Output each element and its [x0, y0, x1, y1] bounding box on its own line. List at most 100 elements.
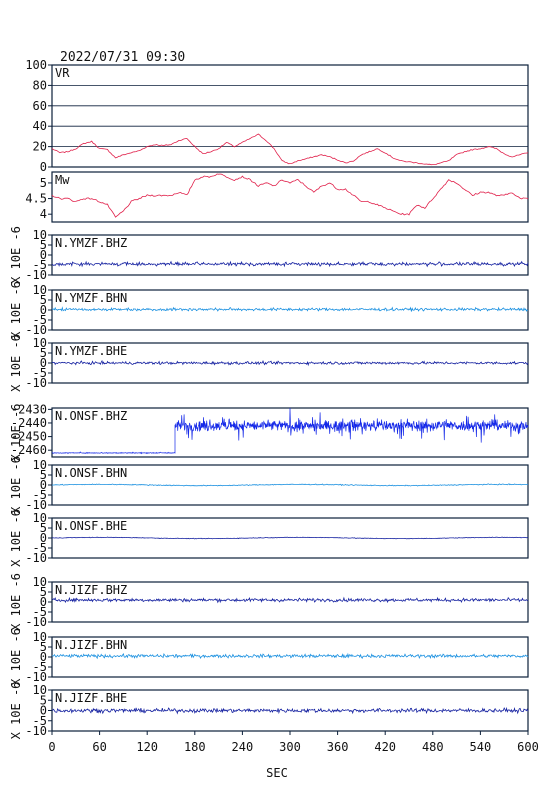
y-tick-label: 0 [40, 531, 47, 545]
y-tick-label: 5 [40, 238, 47, 252]
series-line-N.ONSF.BHE [51, 536, 529, 540]
y-tick-label: -5 [33, 366, 47, 380]
panel-3 [48, 289, 529, 331]
x-tick-label: 60 [92, 740, 106, 754]
y-tick-label: 5 [40, 468, 47, 482]
y-tick-label: 0 [40, 303, 47, 317]
panel-label: Mw [55, 173, 70, 187]
series-line-N.JIZF.BHN [51, 652, 529, 660]
x-tick-label: 540 [470, 740, 492, 754]
y-tick-label: 20 [33, 140, 47, 154]
panel-label: N.ONSF.BHN [55, 466, 127, 480]
series-line-N.ONSF.BHZ [51, 407, 529, 455]
y-tick-label: 5 [40, 640, 47, 654]
y-tick-label: 5 [40, 346, 47, 360]
y-tick-label: -5 [33, 714, 47, 728]
y-axis-label: X 10E -6 [9, 573, 23, 631]
panel-1 [48, 171, 529, 223]
y-tick-label: -5 [33, 258, 47, 272]
y-tick-label: 10 [33, 511, 47, 525]
x-tick-label: 240 [232, 740, 254, 754]
y-tick-label: 100 [25, 58, 47, 72]
x-tick-label: 360 [327, 740, 349, 754]
y-tick-label: 0 [40, 650, 47, 664]
y-axis-label: X 10E -6 [9, 682, 23, 740]
y-axis-label: X 10E -6 [9, 281, 23, 339]
y-tick-label: -2450 [11, 430, 47, 444]
y-tick-label: -5 [33, 488, 47, 502]
y-tick-label: -10 [25, 376, 47, 390]
x-tick-label: 480 [422, 740, 444, 754]
y-tick-label: 10 [33, 575, 47, 589]
y-tick-label: -2440 [11, 416, 47, 430]
y-tick-label: 4 [40, 207, 47, 221]
y-tick-label: -5 [33, 660, 47, 674]
y-tick-label: 5 [40, 293, 47, 307]
panel-8 [48, 581, 529, 623]
y-tick-label: -10 [25, 268, 47, 282]
series-line-N.YMZF.BHZ [51, 260, 529, 268]
y-tick-label: 4.5 [25, 192, 47, 206]
y-tick-label: 5 [40, 693, 47, 707]
y-tick-label: -10 [25, 323, 47, 337]
y-axis-label: X 10E -6 [9, 456, 23, 514]
y-tick-label: 10 [33, 283, 47, 297]
y-tick-label: 10 [33, 683, 47, 697]
y-axis-label: X 10E -6 [9, 628, 23, 686]
series-line-N.ONSF.BHN [51, 483, 529, 487]
series-line-N.JIZF.BHE [51, 706, 529, 715]
y-tick-label: -10 [25, 615, 47, 629]
y-tick-label: 5 [40, 176, 47, 190]
figure-datetime: 2022/07/31 09:30 [60, 50, 186, 65]
y-tick-label: 5 [40, 585, 47, 599]
panel-7 [48, 517, 529, 559]
panel-label: N.ONSF.BHZ [55, 409, 127, 423]
series-line-N.YMZF.BHE [51, 359, 529, 367]
y-tick-label: 0 [40, 160, 47, 174]
series-line-VR [51, 133, 529, 166]
panel-label: VR [55, 66, 70, 80]
y-tick-label: -2430 [11, 402, 47, 416]
series-line-Mw [51, 173, 529, 218]
panel-label: N.JIZF.BHN [55, 638, 127, 652]
x-tick-label: 600 [517, 740, 539, 754]
y-tick-label: 40 [33, 119, 47, 133]
y-tick-label: -10 [25, 551, 47, 565]
x-axis-label: SEC [266, 766, 288, 780]
y-axis-label: X 10E -6 [9, 404, 23, 462]
panel-frame [51, 64, 529, 168]
y-tick-label: -10 [25, 724, 47, 738]
x-tick-label: 120 [136, 740, 158, 754]
y-tick-label: -5 [33, 313, 47, 327]
panel-label: N.JIZF.BHE [55, 691, 127, 705]
panel-4 [48, 342, 529, 384]
panel-label: N.YMZF.BHE [55, 344, 127, 358]
y-tick-label: -5 [33, 605, 47, 619]
y-tick-label: 0 [40, 478, 47, 492]
y-tick-label: 5 [40, 521, 47, 535]
y-tick-label: 80 [33, 78, 47, 92]
y-tick-label: 10 [33, 336, 47, 350]
panel-5 [48, 407, 529, 458]
panel-6 [48, 464, 529, 506]
y-axis-label: X 10E -6 [9, 334, 23, 392]
y-tick-label: 10 [33, 458, 47, 472]
panel-label: N.JIZF.BHZ [55, 583, 127, 597]
series-line-N.YMZF.BHN [51, 306, 529, 312]
y-tick-label: -10 [25, 670, 47, 684]
panel-2 [48, 234, 529, 276]
panel-frame [51, 171, 529, 223]
y-tick-label: 0 [40, 356, 47, 370]
series-line-N.JIZF.BHZ [51, 596, 529, 604]
y-tick-label: -5 [33, 541, 47, 555]
x-tick-label: 420 [374, 740, 396, 754]
y-tick-label: 10 [33, 228, 47, 242]
panel-9 [48, 636, 529, 678]
x-tick-label: 180 [184, 740, 206, 754]
panel-label: N.YMZF.BHZ [55, 236, 127, 250]
y-axis-label: X 10E -6 [9, 226, 23, 284]
y-tick-label: 0 [40, 704, 47, 718]
panel-label: N.ONSF.BHE [55, 519, 127, 533]
y-tick-label: 0 [40, 595, 47, 609]
